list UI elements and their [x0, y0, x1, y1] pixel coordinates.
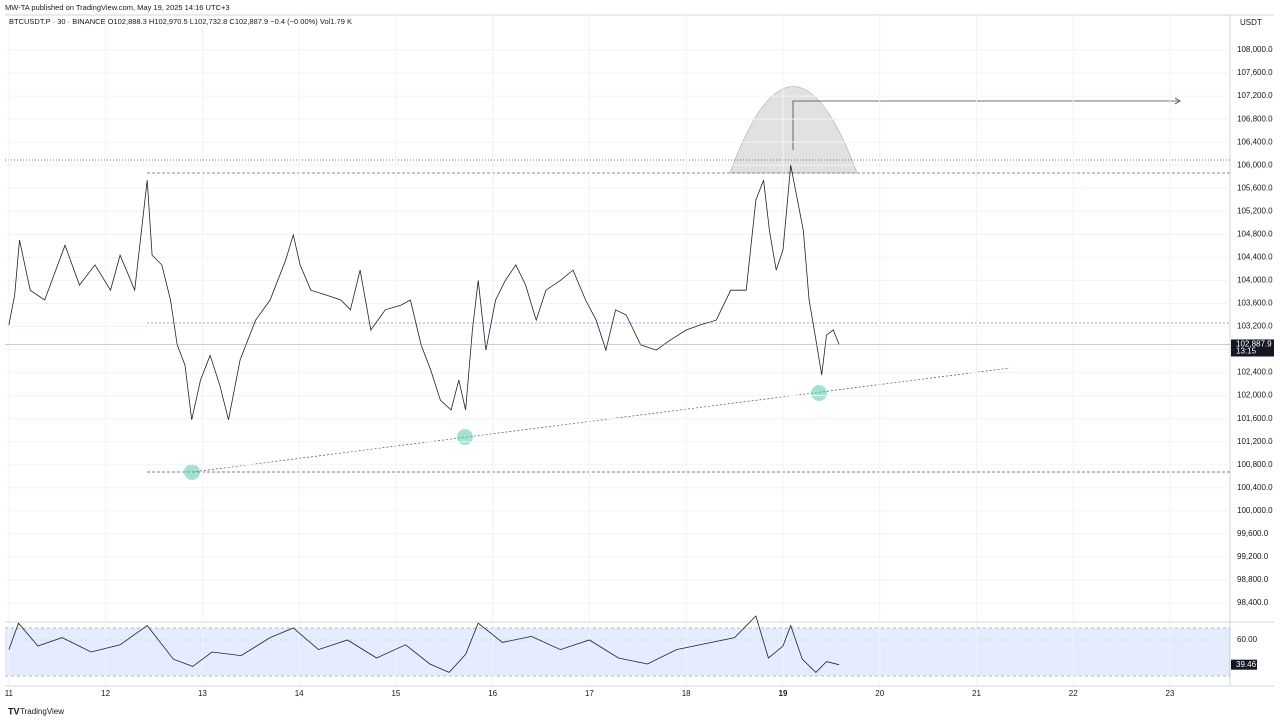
- y-tick-label: 103,200.0: [1237, 322, 1273, 331]
- price-label: 102,887.9: [1236, 340, 1272, 349]
- x-tick-label: 19: [779, 689, 788, 698]
- x-tick-label: 13: [198, 689, 207, 698]
- rsi-band: [5, 628, 1230, 676]
- brand-logo: TV: [8, 706, 20, 716]
- touch-point: [811, 385, 827, 401]
- x-tick-label: 12: [101, 689, 110, 698]
- y-tick-label: 99,200.0: [1237, 552, 1269, 561]
- touch-point: [457, 429, 473, 445]
- y-tick-label: 106,400.0: [1237, 137, 1273, 146]
- y-tick-label: 100,000.0: [1237, 506, 1273, 515]
- y-tick-label: 107,200.0: [1237, 91, 1273, 100]
- y-tick-label: 103,600.0: [1237, 299, 1273, 308]
- y-tick-label: 98,400.0: [1237, 598, 1269, 607]
- arrow-head: [1174, 97, 1181, 105]
- price-line: [8, 165, 840, 420]
- trendline: [191, 367, 1011, 473]
- y-tick-label: 99,600.0: [1237, 529, 1269, 538]
- y-tick-label: 105,200.0: [1237, 206, 1273, 215]
- x-tick-label: 23: [1166, 689, 1175, 698]
- y-tick-label: 100,800.0: [1237, 460, 1273, 469]
- y-tick-label: 106,000.0: [1237, 160, 1273, 169]
- arrow-line: [792, 100, 1180, 150]
- brand: TradingView: [20, 707, 64, 716]
- arc-drawing: [729, 86, 858, 174]
- symbol-legend: BTCUSDT.P · 30 · BINANCE O102,888.3 H102…: [9, 17, 352, 26]
- publisher: MW-TA published on TradingView.com, May …: [5, 3, 230, 12]
- x-tick-label: 21: [972, 689, 981, 698]
- currency: USDT: [1240, 18, 1262, 27]
- y-tick-label: 60.00: [1237, 635, 1258, 644]
- y-tick-label: 104,000.0: [1237, 276, 1273, 285]
- data-layer: 11 12 13 14 15 16 17 18 19 20 21 22 23 98,400.0 98,800…: [5, 15, 1274, 698]
- countdown: 13:15: [1236, 347, 1257, 356]
- y-tick-label: 101,200.0: [1237, 437, 1273, 446]
- x-tick-label: 11: [5, 689, 14, 698]
- x-tick-label: 18: [682, 689, 691, 698]
- y-tick-label: 105,600.0: [1237, 183, 1273, 192]
- rsi-value-label: 39.46: [1236, 660, 1257, 669]
- rsi-line: [8, 615, 840, 673]
- x-tick-label: 22: [1069, 689, 1078, 698]
- y-tick-label: 102,400.0: [1237, 368, 1273, 377]
- x-tick-label: 16: [488, 689, 497, 698]
- y-tick-label: 108,000.0: [1237, 45, 1273, 54]
- y-tick-label: 101,600.0: [1237, 414, 1273, 423]
- x-tick-label: 15: [391, 689, 400, 698]
- y-tick-label: 107,600.0: [1237, 68, 1273, 77]
- price-tag: [1231, 339, 1274, 357]
- y-tick-label: 104,800.0: [1237, 229, 1273, 238]
- x-tick-label: 17: [585, 689, 594, 698]
- rsi-tag: [1231, 659, 1257, 670]
- x-tick-label: 14: [295, 689, 304, 698]
- y-tick-label: 100,400.0: [1237, 483, 1273, 492]
- y-tick-label: 102,000.0: [1237, 391, 1273, 400]
- y-tick-label: 106,800.0: [1237, 114, 1273, 123]
- touch-point: [184, 464, 200, 480]
- x-tick-label: 20: [875, 689, 884, 698]
- y-tick-label: 104,400.0: [1237, 252, 1273, 261]
- y-tick-label: 98,800.0: [1237, 575, 1269, 584]
